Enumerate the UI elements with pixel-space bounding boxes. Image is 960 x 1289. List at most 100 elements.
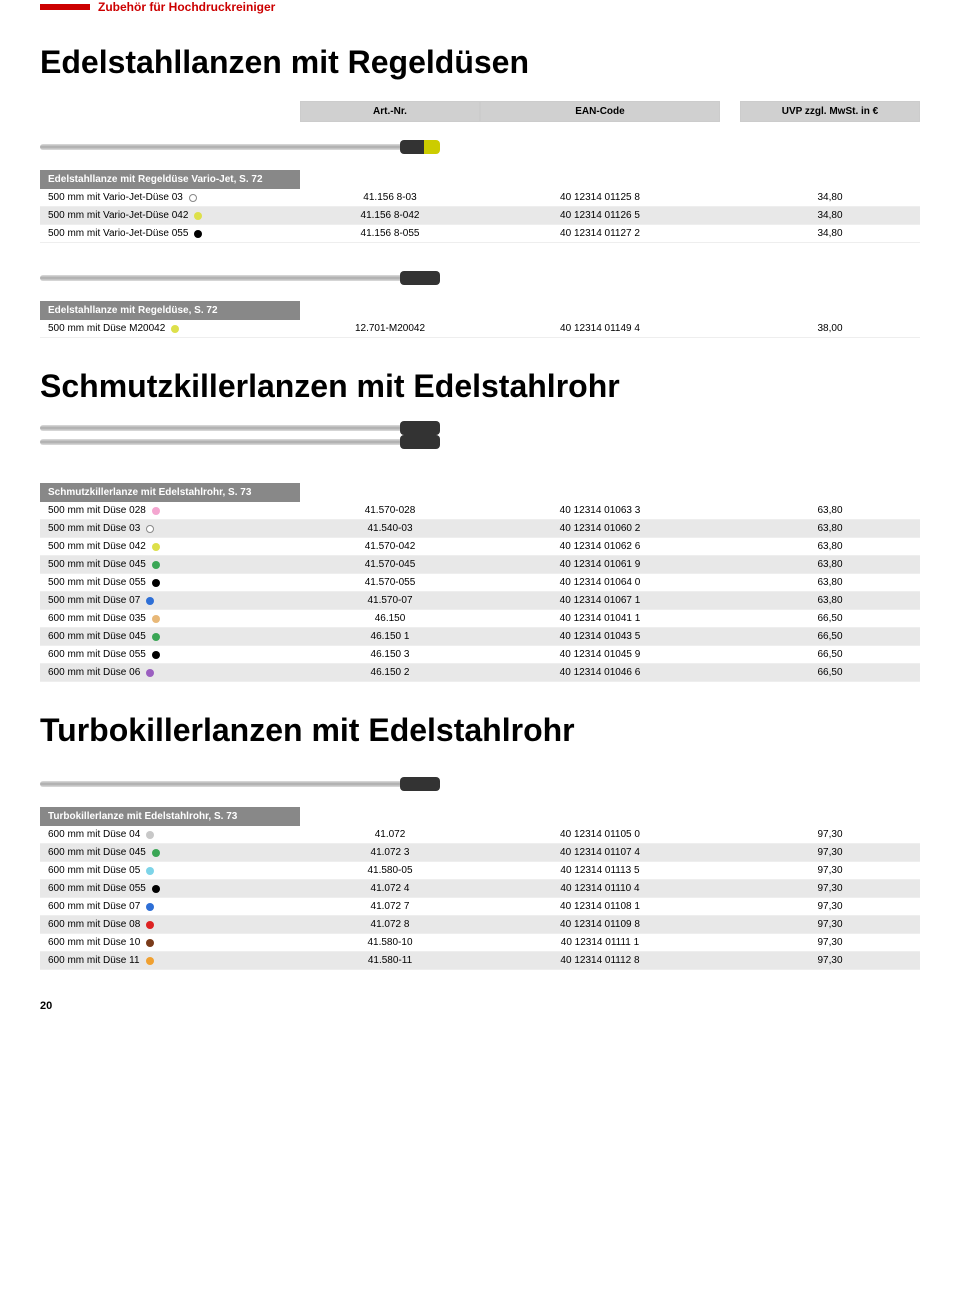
cell-ean: 40 12314 01107 4 [480, 844, 720, 861]
color-dot-icon [146, 525, 154, 533]
cell-ean: 40 12314 01045 9 [480, 646, 720, 663]
cell-name: 600 mm mit Düse 055 [40, 880, 300, 897]
cell-name: 600 mm mit Düse 035 [40, 610, 300, 627]
color-dot-icon [152, 885, 160, 893]
cell-ean: 40 12314 01046 6 [480, 664, 720, 681]
table-row: 600 mm mit Düse 03546.15040 12314 01041 … [40, 610, 920, 628]
cell-art: 41.570-028 [300, 502, 480, 519]
cell-name: 500 mm mit Düse 042 [40, 538, 300, 555]
group-header: Edelstahllanze mit Regeldüse Vario-Jet, … [40, 170, 300, 189]
cell-price: 97,30 [740, 934, 920, 951]
color-dot-icon [146, 669, 154, 677]
cell-art: 41.072 4 [300, 880, 480, 897]
cell-name: 500 mm mit Vario-Jet-Düse 055 [40, 225, 300, 242]
product-image [40, 263, 920, 293]
cell-art: 46.150 2 [300, 664, 480, 681]
product-image [40, 425, 920, 475]
col-header-ean: EAN-Code [480, 101, 720, 122]
color-dot-icon [152, 579, 160, 587]
color-dot-icon [146, 867, 154, 875]
group-header: Edelstahllanze mit Regeldüse, S. 72 [40, 301, 300, 320]
cell-price: 97,30 [740, 826, 920, 843]
table-row: 600 mm mit Düse 05541.072 440 12314 0111… [40, 880, 920, 898]
cell-name: 600 mm mit Düse 11 [40, 952, 300, 969]
cell-art: 41.580-05 [300, 862, 480, 879]
cell-art: 41.570-055 [300, 574, 480, 591]
cell-ean: 40 12314 01112 8 [480, 952, 720, 969]
cell-ean: 40 12314 01108 1 [480, 898, 720, 915]
cell-ean: 40 12314 01109 8 [480, 916, 720, 933]
product-name: 500 mm mit Düse M20042 [48, 323, 165, 334]
color-dot-icon [152, 651, 160, 659]
color-dot-icon [171, 325, 179, 333]
cell-art: 41.570-07 [300, 592, 480, 609]
cell-art: 41.570-045 [300, 556, 480, 573]
product-name: 500 mm mit Düse 03 [48, 523, 140, 534]
cell-name: 500 mm mit Düse 03 [40, 520, 300, 537]
cell-price: 66,50 [740, 646, 920, 663]
product-name: 500 mm mit Düse 028 [48, 505, 146, 516]
cell-name: 500 mm mit Düse 028 [40, 502, 300, 519]
color-dot-icon [152, 615, 160, 623]
color-dot-icon [146, 831, 154, 839]
cell-name: 600 mm mit Düse 055 [40, 646, 300, 663]
cell-price: 66,50 [740, 628, 920, 645]
cell-price: 63,80 [740, 556, 920, 573]
table-row: 600 mm mit Düse 045 41.072 340 12314 0110… [40, 844, 920, 862]
cell-price: 34,80 [740, 225, 920, 242]
color-dot-icon [152, 543, 160, 551]
cell-name: 500 mm mit Düse 07 [40, 592, 300, 609]
color-dot-icon [194, 212, 202, 220]
cell-price: 63,80 [740, 592, 920, 609]
cell-ean: 40 12314 01067 1 [480, 592, 720, 609]
table-row: 500 mm mit Düse 0341.540-0340 12314 0106… [40, 520, 920, 538]
table-row: 600 mm mit Düse 0841.072 840 12314 01109… [40, 916, 920, 934]
product-image [40, 769, 920, 799]
group-header: Turbokillerlanze mit Edelstahlrohr, S. 7… [40, 807, 300, 826]
cell-price: 38,00 [740, 320, 920, 337]
product-name: 600 mm mit Düse 035 [48, 613, 146, 624]
product-name: 500 mm mit Vario-Jet-Düse 03 [48, 192, 183, 203]
section: Edelstahllanzen mit RegeldüsenArt.-Nr.EA… [40, 44, 920, 338]
cell-ean: 40 12314 01127 2 [480, 225, 720, 242]
section: Turbokillerlanzen mit EdelstahlrohrTurbo… [40, 712, 920, 970]
cell-ean: 40 12314 01041 1 [480, 610, 720, 627]
cell-price: 66,50 [740, 664, 920, 681]
cell-art: 41.072 3 [300, 844, 480, 861]
header-accent [40, 4, 90, 10]
cell-price: 63,80 [740, 574, 920, 591]
product-image [40, 132, 920, 162]
product-name: 600 mm mit Düse 06 [48, 667, 140, 678]
product-name: 600 mm mit Düse 045 [48, 631, 146, 642]
color-dot-icon [152, 633, 160, 641]
product-name: 500 mm mit Vario-Jet-Düse 055 [48, 228, 188, 239]
table-row: 600 mm mit Düse 0541.580-0540 12314 0111… [40, 862, 920, 880]
table-row: 600 mm mit Düse 06 46.150 240 12314 01046… [40, 664, 920, 682]
product-name: 500 mm mit Düse 045 [48, 559, 146, 570]
cell-price: 97,30 [740, 880, 920, 897]
cell-art: 41.072 7 [300, 898, 480, 915]
cell-ean: 40 12314 01105 0 [480, 826, 720, 843]
cell-price: 97,30 [740, 862, 920, 879]
product-name: 600 mm mit Düse 055 [48, 883, 146, 894]
cell-price: 63,80 [740, 502, 920, 519]
cell-art: 41.156 8-055 [300, 225, 480, 242]
cell-price: 97,30 [740, 952, 920, 969]
table-row: 500 mm mit Düse 0741.570-0740 12314 0106… [40, 592, 920, 610]
cell-name: 600 mm mit Düse 08 [40, 916, 300, 933]
product-name: 600 mm mit Düse 045 [48, 847, 146, 858]
cell-art: 46.150 1 [300, 628, 480, 645]
cell-name: 500 mm mit Vario-Jet-Düse 042 [40, 207, 300, 224]
table-row: 600 mm mit Düse 1141.580-1140 12314 0111… [40, 952, 920, 970]
section: Schmutzkillerlanzen mit EdelstahlrohrSch… [40, 368, 920, 682]
product-name: 600 mm mit Düse 05 [48, 865, 140, 876]
cell-name: 600 mm mit Düse 04 [40, 826, 300, 843]
cell-name: 500 mm mit Vario-Jet-Düse 03 [40, 189, 300, 206]
product-name: 500 mm mit Vario-Jet-Düse 042 [48, 210, 188, 221]
cell-art: 12.701-M20042 [300, 320, 480, 337]
table-row: 500 mm mit Düse M2004212.701-M2004240 12… [40, 320, 920, 338]
color-dot-icon [152, 561, 160, 569]
table-row: 600 mm mit Düse 0441.07240 12314 01105 0… [40, 826, 920, 844]
product-name: 500 mm mit Düse 042 [48, 541, 146, 552]
cell-name: 500 mm mit Düse M20042 [40, 320, 300, 337]
